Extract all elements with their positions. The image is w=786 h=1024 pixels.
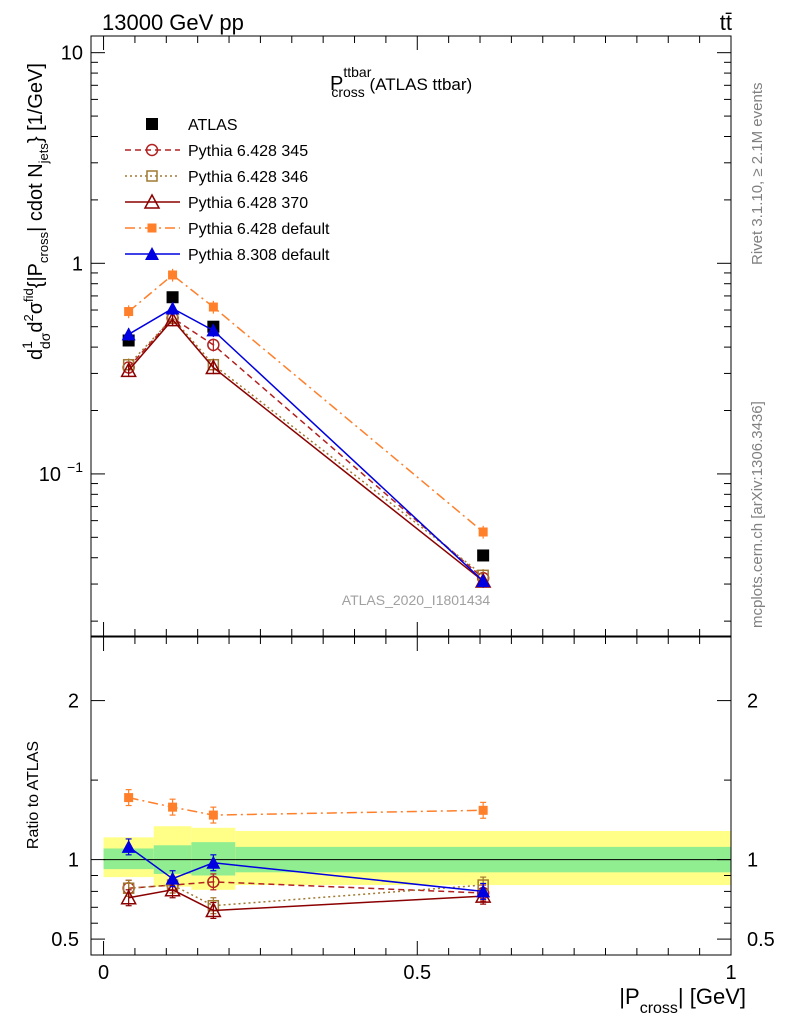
ratio-point (476, 884, 491, 898)
ratio-y-tick-label: 0.5 (51, 929, 79, 951)
ratio-y-tick-label-right: 2 (747, 691, 758, 713)
ratio-point (168, 802, 178, 812)
data-point (121, 327, 136, 341)
ratio-point (165, 871, 180, 885)
ratio-point (164, 881, 181, 897)
legend-entry-p6def: Pythia 6.428 default (125, 221, 330, 238)
main-y-axis-label: d1 dσd2σfid{|Pcross| cdot Njets} [1/GeV] (19, 63, 53, 360)
ratio-panel-series (120, 789, 492, 920)
legend-entry-p370: Pythia 6.428 370 (125, 193, 308, 212)
main-title-sup: ttbar (343, 64, 371, 80)
legend-marker (147, 223, 157, 233)
data-point (164, 311, 181, 327)
band-inner (103, 848, 154, 870)
ratio-y-tick-label-right: 0.5 (747, 929, 775, 951)
series-line-p6def (128, 274, 484, 533)
x-axis-label: |Pcross| [GeV] (619, 984, 746, 1017)
ratio-series-p6def (124, 789, 488, 824)
series-line-p8def (128, 307, 484, 582)
series-line-p346 (128, 316, 484, 576)
series-p345 (122, 311, 490, 585)
main-panel-frame (90, 35, 732, 637)
legend: ATLAS Pythia 6.428 345 Pythia 6.428 346 Pyt… (125, 117, 330, 264)
series-data (122, 291, 490, 562)
ratio-line-p370 (128, 889, 484, 912)
x-tick-label: 1 (725, 962, 736, 984)
ratio-line-p345 (128, 881, 484, 894)
data-point (168, 270, 178, 280)
legend-label: Pythia 8.308 default (188, 247, 330, 264)
ratio-line-p8def (128, 846, 484, 893)
data-point (208, 302, 218, 312)
x-tick-label: 0 (98, 962, 109, 984)
main-panel-series (120, 268, 492, 588)
legend-marker (145, 247, 159, 260)
rivet-version-label: Rivet 3.1.10, ≥ 2.1M events (749, 83, 766, 266)
data-point (165, 301, 180, 315)
ratio-series-p8def (121, 838, 491, 900)
legend-label: Pythia 6.428 346 (188, 169, 308, 186)
ratio-line-p6def (128, 796, 484, 816)
legend-entry-p8def: Pythia 8.308 default (125, 247, 330, 264)
series-line-p370 (128, 318, 484, 582)
legend-marker (146, 170, 158, 182)
analysis-id-label: ATLAS_2020_I1801434 (342, 592, 491, 608)
legend-label: Pythia 6.428 default (188, 221, 330, 238)
main-title-symbol: P (330, 73, 343, 95)
data-point (124, 307, 134, 317)
header-process-label: tt̄ (720, 10, 732, 35)
ratio-point (206, 855, 221, 869)
legend-marker (143, 193, 161, 209)
x-tick-label: 0.5 (403, 962, 431, 984)
main-y-tick-exponent: −1 (67, 459, 83, 475)
series-p370 (120, 311, 492, 588)
data-point (206, 323, 221, 337)
legend-entry-p346: Pythia 6.428 346 (125, 169, 308, 186)
series-line-p345 (128, 316, 484, 579)
legend-entry-data: ATLAS (146, 117, 238, 134)
legend-label: Pythia 6.428 370 (188, 195, 308, 212)
ratio-point (120, 889, 137, 905)
ratio-y-tick-label: 2 (68, 691, 79, 713)
ratio-y-axis-label: Ratio to ATLAS (25, 741, 42, 849)
ratio-point (121, 839, 136, 853)
ratio-point (207, 875, 220, 889)
data-point (166, 291, 179, 304)
header-energy-label: 13000 GeV pp (102, 10, 244, 35)
data-point (207, 338, 220, 352)
main-y-tick-label: 1 (72, 253, 83, 275)
ratio-series-p370 (120, 881, 492, 920)
main-panel-ticks: 10 −1 1 10 (39, 36, 732, 636)
series-p6def (124, 268, 488, 539)
ratio-line-p346 (128, 884, 484, 907)
ratio-point (124, 793, 134, 803)
main-title-sub: cross (331, 84, 364, 100)
legend-marker (145, 143, 159, 157)
mcplots-label: mcplots.cern.ch [arXiv:1306.3436] (749, 401, 766, 628)
main-title-rest: (ATLAS ttbar) (365, 75, 472, 94)
legend-label: Pythia 6.428 345 (188, 143, 308, 160)
ratio-point (208, 810, 218, 820)
data-point (205, 358, 222, 375)
ratio-point (205, 901, 222, 918)
data-point (120, 361, 137, 378)
main-y-tick-label: 10 (39, 464, 61, 486)
ratio-y-tick-label: 1 (68, 850, 79, 872)
legend-entry-p345: Pythia 6.428 345 (125, 143, 308, 160)
series-p8def (121, 301, 491, 588)
ratio-y-tick-label-right: 1 (747, 850, 758, 872)
ratio-uncertainty-bands (103, 826, 731, 890)
main-y-tick-label: 10 (61, 43, 83, 65)
legend-marker (146, 118, 158, 130)
ratio-panel-frame (90, 636, 732, 956)
data-point (477, 549, 490, 562)
ratio-point (478, 805, 488, 815)
data-point (478, 527, 488, 537)
ratio-panel-ticks: 0.5 0.5 1 1 2 2 0 0.5 1 (51, 637, 775, 984)
legend-label: ATLAS (188, 117, 238, 134)
data-point (476, 574, 491, 588)
main-title: Pttbar cross (ATLAS ttbar) (330, 64, 472, 100)
